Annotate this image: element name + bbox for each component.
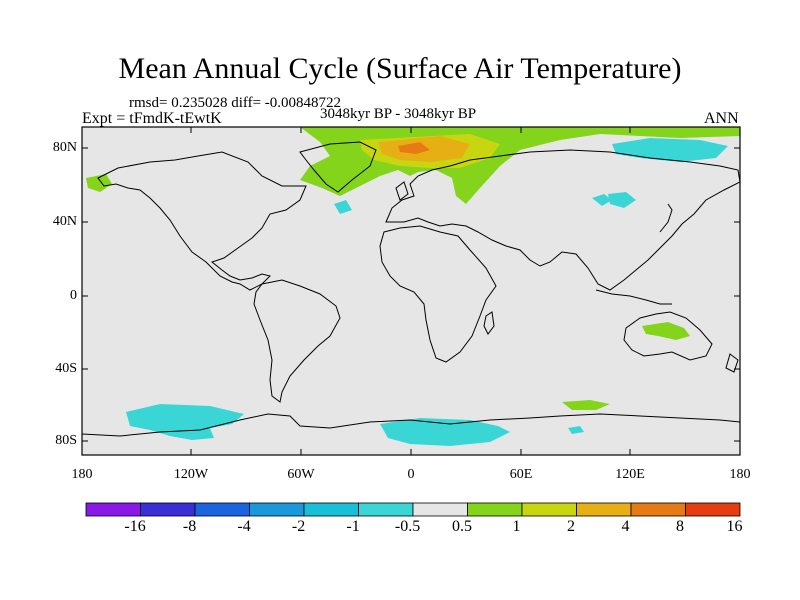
- anomaly-siberia-cool: [612, 138, 728, 162]
- lat-label-40s: 40S: [55, 361, 77, 376]
- anomaly-cool-small-1: [592, 194, 612, 206]
- colorbar-label: 1: [512, 518, 521, 535]
- lat-label-80n: 80N: [52, 140, 77, 155]
- coastlines: [82, 141, 740, 437]
- anomaly-cool-small-4: [568, 426, 584, 434]
- lat-label-0: 0: [70, 288, 77, 303]
- lon-label-120e: 120E: [615, 467, 645, 482]
- colorbar-label: -4: [237, 518, 251, 535]
- season-label: ANN: [704, 110, 739, 127]
- lat-label-40n: 40N: [52, 214, 77, 229]
- anomaly-cool-small-3: [334, 200, 352, 214]
- anomaly-south-pacific: [126, 404, 244, 440]
- colorbar-label: 4: [621, 518, 630, 535]
- anomaly-southern-warm: [562, 400, 610, 410]
- experiment-label: Expt = tFmdK-tEwtK: [82, 110, 222, 127]
- lon-tick-marks: [190, 127, 631, 455]
- anomaly-layer: [86, 127, 740, 446]
- colorbar-label: 2: [567, 518, 576, 535]
- coast-south-america: [253, 279, 341, 403]
- coast-greenland: [299, 141, 377, 193]
- colorbar-label: -2: [291, 518, 306, 535]
- anomaly-dark-orange: [398, 142, 430, 154]
- coast-eurasia: [385, 149, 740, 291]
- colorbar-label: -1: [346, 518, 360, 535]
- plot-title: Mean Annual Cycle (Surface Air Temperatu…: [118, 52, 682, 85]
- coast-north-america: [97, 151, 307, 291]
- coast-antarctica: [82, 413, 740, 437]
- lon-label-0: 0: [407, 467, 415, 482]
- anomaly-south-atlantic: [380, 418, 510, 446]
- coast-madagascar: [483, 311, 495, 335]
- lon-label-180e: 180: [729, 467, 751, 482]
- colorbar-label: 8: [676, 518, 685, 535]
- colorbar-label: 16: [726, 518, 743, 535]
- colorbar-label: -0.5: [394, 518, 421, 535]
- colorbar-label: -16: [124, 518, 146, 535]
- coast-australia: [623, 311, 713, 361]
- lon-label-60w: 60W: [287, 467, 315, 482]
- colorbar-label: 0.5: [452, 518, 473, 535]
- coast-new-zealand: [725, 353, 739, 373]
- colorbar-label: -8: [182, 518, 197, 535]
- lon-label-120w: 120W: [173, 467, 209, 482]
- lon-label-180w: 180: [71, 467, 93, 482]
- lon-label-60e: 60E: [509, 467, 533, 482]
- lat-label-80s: 80S: [55, 433, 77, 448]
- anomaly-cool-small-2: [608, 192, 636, 208]
- coast-british-isles: [395, 181, 409, 201]
- coast-indonesia: [595, 289, 672, 305]
- coast-japan: [659, 203, 673, 233]
- anomaly-beaufort: [86, 174, 112, 192]
- anomaly-australia: [642, 322, 690, 340]
- stats-label: rmsd= 0.235028 diff= -0.00848722: [129, 95, 342, 111]
- lat-tick-marks: [82, 147, 740, 442]
- period-label: 3048kyr BP - 3048kyr BP: [320, 106, 477, 122]
- coast-africa: [379, 225, 497, 363]
